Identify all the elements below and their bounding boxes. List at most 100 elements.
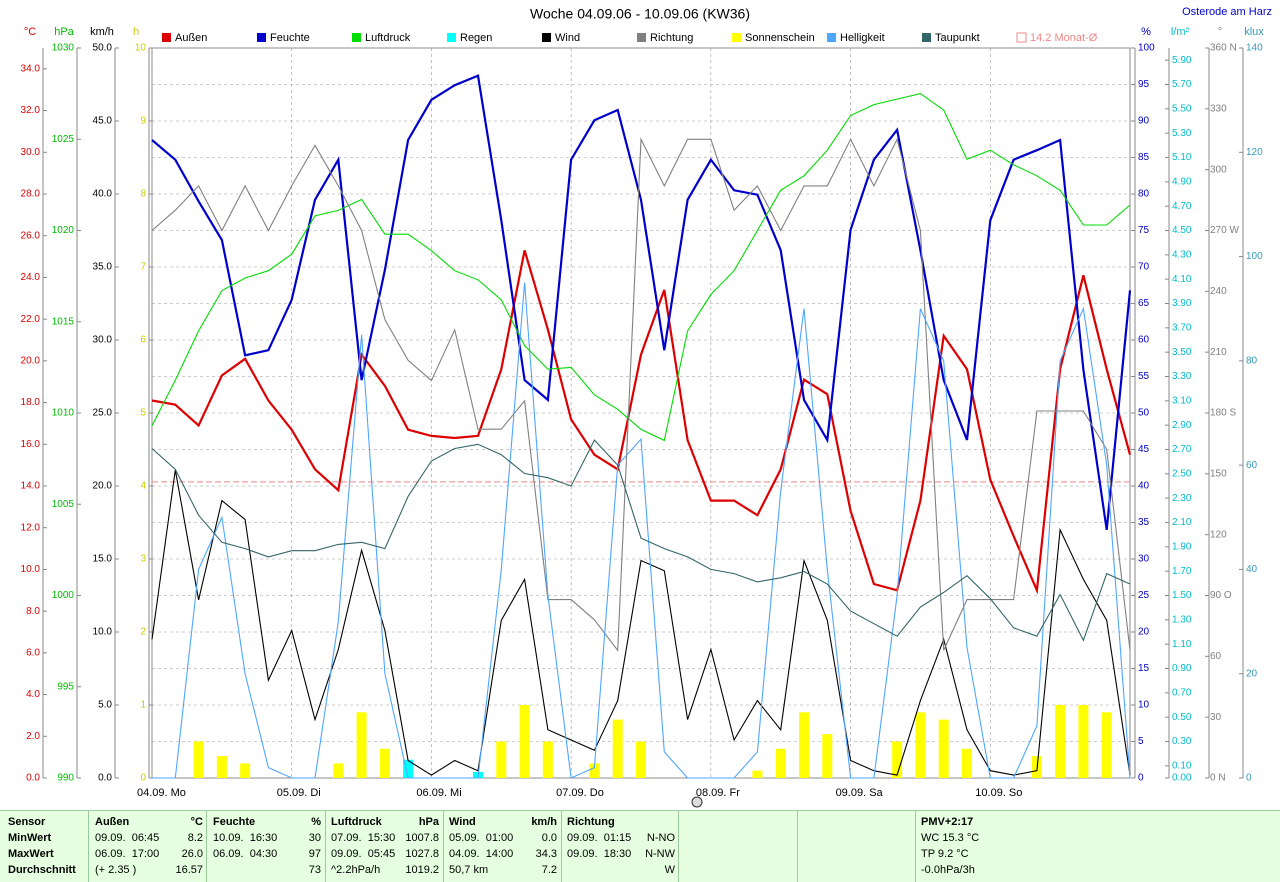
y-tick-label: 90 O [1210, 590, 1232, 601]
axis-unit: ° [1218, 26, 1222, 38]
y-tick-label: 28.0 [21, 189, 41, 200]
y-tick-label: 7 [140, 262, 146, 273]
y-tick-label: 0.00 [1172, 773, 1192, 784]
legend-label: Sonnenschein [745, 32, 815, 44]
legend-label: Luftdruck [365, 32, 411, 44]
legend-swatch [352, 33, 361, 42]
stat-when: 09.09. 18:30 [567, 848, 632, 860]
x-tick-label: 10.09. So [975, 787, 1022, 799]
section-name: Richtung [567, 816, 615, 828]
y-tick-label: 1005 [52, 499, 75, 510]
column-separator [915, 811, 916, 882]
y-tick-label: 24.0 [21, 272, 41, 283]
axis-unit: °C [24, 26, 36, 38]
bar [1055, 705, 1066, 778]
y-tick-label: 1.50 [1172, 590, 1192, 601]
y-tick-label: 50.0 [93, 43, 113, 54]
axis-unit: km/h [90, 26, 114, 38]
bar [892, 741, 903, 778]
y-tick-label: 35.0 [93, 262, 113, 273]
y-tick-label: 85 [1138, 152, 1150, 163]
stat-value: 8.2 [187, 832, 203, 844]
y-tick-label: 2.10 [1172, 517, 1192, 528]
y-tick-label: 3.10 [1172, 395, 1192, 406]
legend-label: Außen [175, 32, 207, 44]
y-tick-label: 80 [1138, 189, 1150, 200]
stat-when: (+ 2.35 ) [95, 864, 137, 876]
y-tick-label: 55 [1138, 371, 1150, 382]
legend-label: 14.2 Monat-Ø [1030, 32, 1098, 44]
note: WC 15.3 °C [921, 832, 980, 844]
axis-unit: % [1141, 26, 1151, 38]
station: Osterode am Harz [1182, 6, 1272, 18]
section-name: Luftdruck [331, 816, 382, 828]
y-tick-label: 330 [1210, 103, 1227, 114]
stat-value: 97 [308, 848, 321, 860]
stat-when: 07.09. 15:30 [331, 832, 396, 844]
y-tick-label: 0.30 [1172, 736, 1192, 747]
y-tick-label: 5.10 [1172, 152, 1192, 163]
legend-label: Wind [555, 32, 580, 44]
y-tick-label: 4 [140, 481, 146, 492]
bar [216, 756, 227, 778]
x-tick-label: 04.09. Mo [137, 787, 186, 799]
axis-unit: h [133, 26, 139, 38]
stat-when: ^2.2hPa/h [331, 864, 381, 876]
y-tick-label: 6 [140, 335, 146, 346]
y-tick-label: 95 [1138, 79, 1150, 90]
y-tick-label: 3.70 [1172, 322, 1192, 333]
stats-table: Sensor MinWert MaxWert Durchschnitt Außen °C 0… [0, 810, 1280, 882]
y-tick-label: 16.0 [21, 439, 41, 450]
legend-swatch [732, 33, 741, 42]
chart: Woche 04.09.06 - 10.09.06 (KW36) Osterod… [21, 6, 1272, 808]
y-tick-label: 2.90 [1172, 420, 1192, 431]
y-tick-label: 45.0 [93, 116, 113, 127]
stat-when: 06.09. 04:30 [213, 848, 278, 860]
y-tick-label: 30.0 [21, 147, 41, 158]
y-tick-label: 65 [1138, 298, 1150, 309]
legend-label: Helligkeit [840, 32, 885, 44]
y-tick-label: 4.10 [1172, 274, 1192, 285]
y-tick-label: 18.0 [21, 397, 41, 408]
note: TP 9.2 °C [921, 848, 969, 860]
y-tick-label: 22.0 [21, 314, 41, 325]
legend-swatch [447, 33, 456, 42]
y-tick-label: 8.0 [26, 606, 40, 617]
y-tick-label: 3 [140, 554, 146, 565]
bar [589, 763, 600, 778]
column-separator [88, 811, 89, 882]
y-tick-label: 5.70 [1172, 79, 1192, 90]
stat-value: N-NO [646, 832, 675, 844]
y-tick-label: 20 [1246, 668, 1258, 679]
y-tick-label: 80 [1246, 355, 1258, 366]
y-tick-label: 2.30 [1172, 493, 1192, 504]
y-tick-label: 6.0 [26, 647, 40, 658]
y-tick-label: 180 S [1210, 408, 1236, 419]
y-tick-label: 20.0 [93, 481, 113, 492]
bar [542, 741, 553, 778]
series-line [151, 93, 1131, 442]
y-tick-label: 1020 [52, 225, 75, 236]
stat-value: 1027.8 [405, 848, 439, 860]
y-tick-label: 5.50 [1172, 103, 1192, 114]
bar [379, 748, 390, 778]
axis-unit: l/m² [1171, 26, 1190, 38]
stat-value: 1007.8 [405, 832, 439, 844]
y-tick-label: 15 [1138, 663, 1150, 674]
y-tick-label: 0.50 [1172, 712, 1192, 723]
y-tick-label: 30 [1138, 554, 1150, 565]
bar [1078, 705, 1089, 778]
bar [333, 763, 344, 778]
y-tick-label: 50 [1138, 408, 1150, 419]
y-tick-label: 5.30 [1172, 128, 1192, 139]
bar [962, 748, 972, 778]
bar [938, 719, 949, 778]
y-tick-label: 1025 [52, 134, 75, 145]
y-tick-label: 60 [1210, 651, 1222, 662]
x-tick-label: 05.09. Di [277, 787, 321, 799]
legend-label: Richtung [650, 32, 693, 44]
stat-when: 04.09. 14:00 [449, 848, 514, 860]
y-tick-label: 32.0 [21, 105, 41, 116]
column-separator [561, 811, 562, 882]
stat-value: 34.3 [535, 848, 557, 860]
